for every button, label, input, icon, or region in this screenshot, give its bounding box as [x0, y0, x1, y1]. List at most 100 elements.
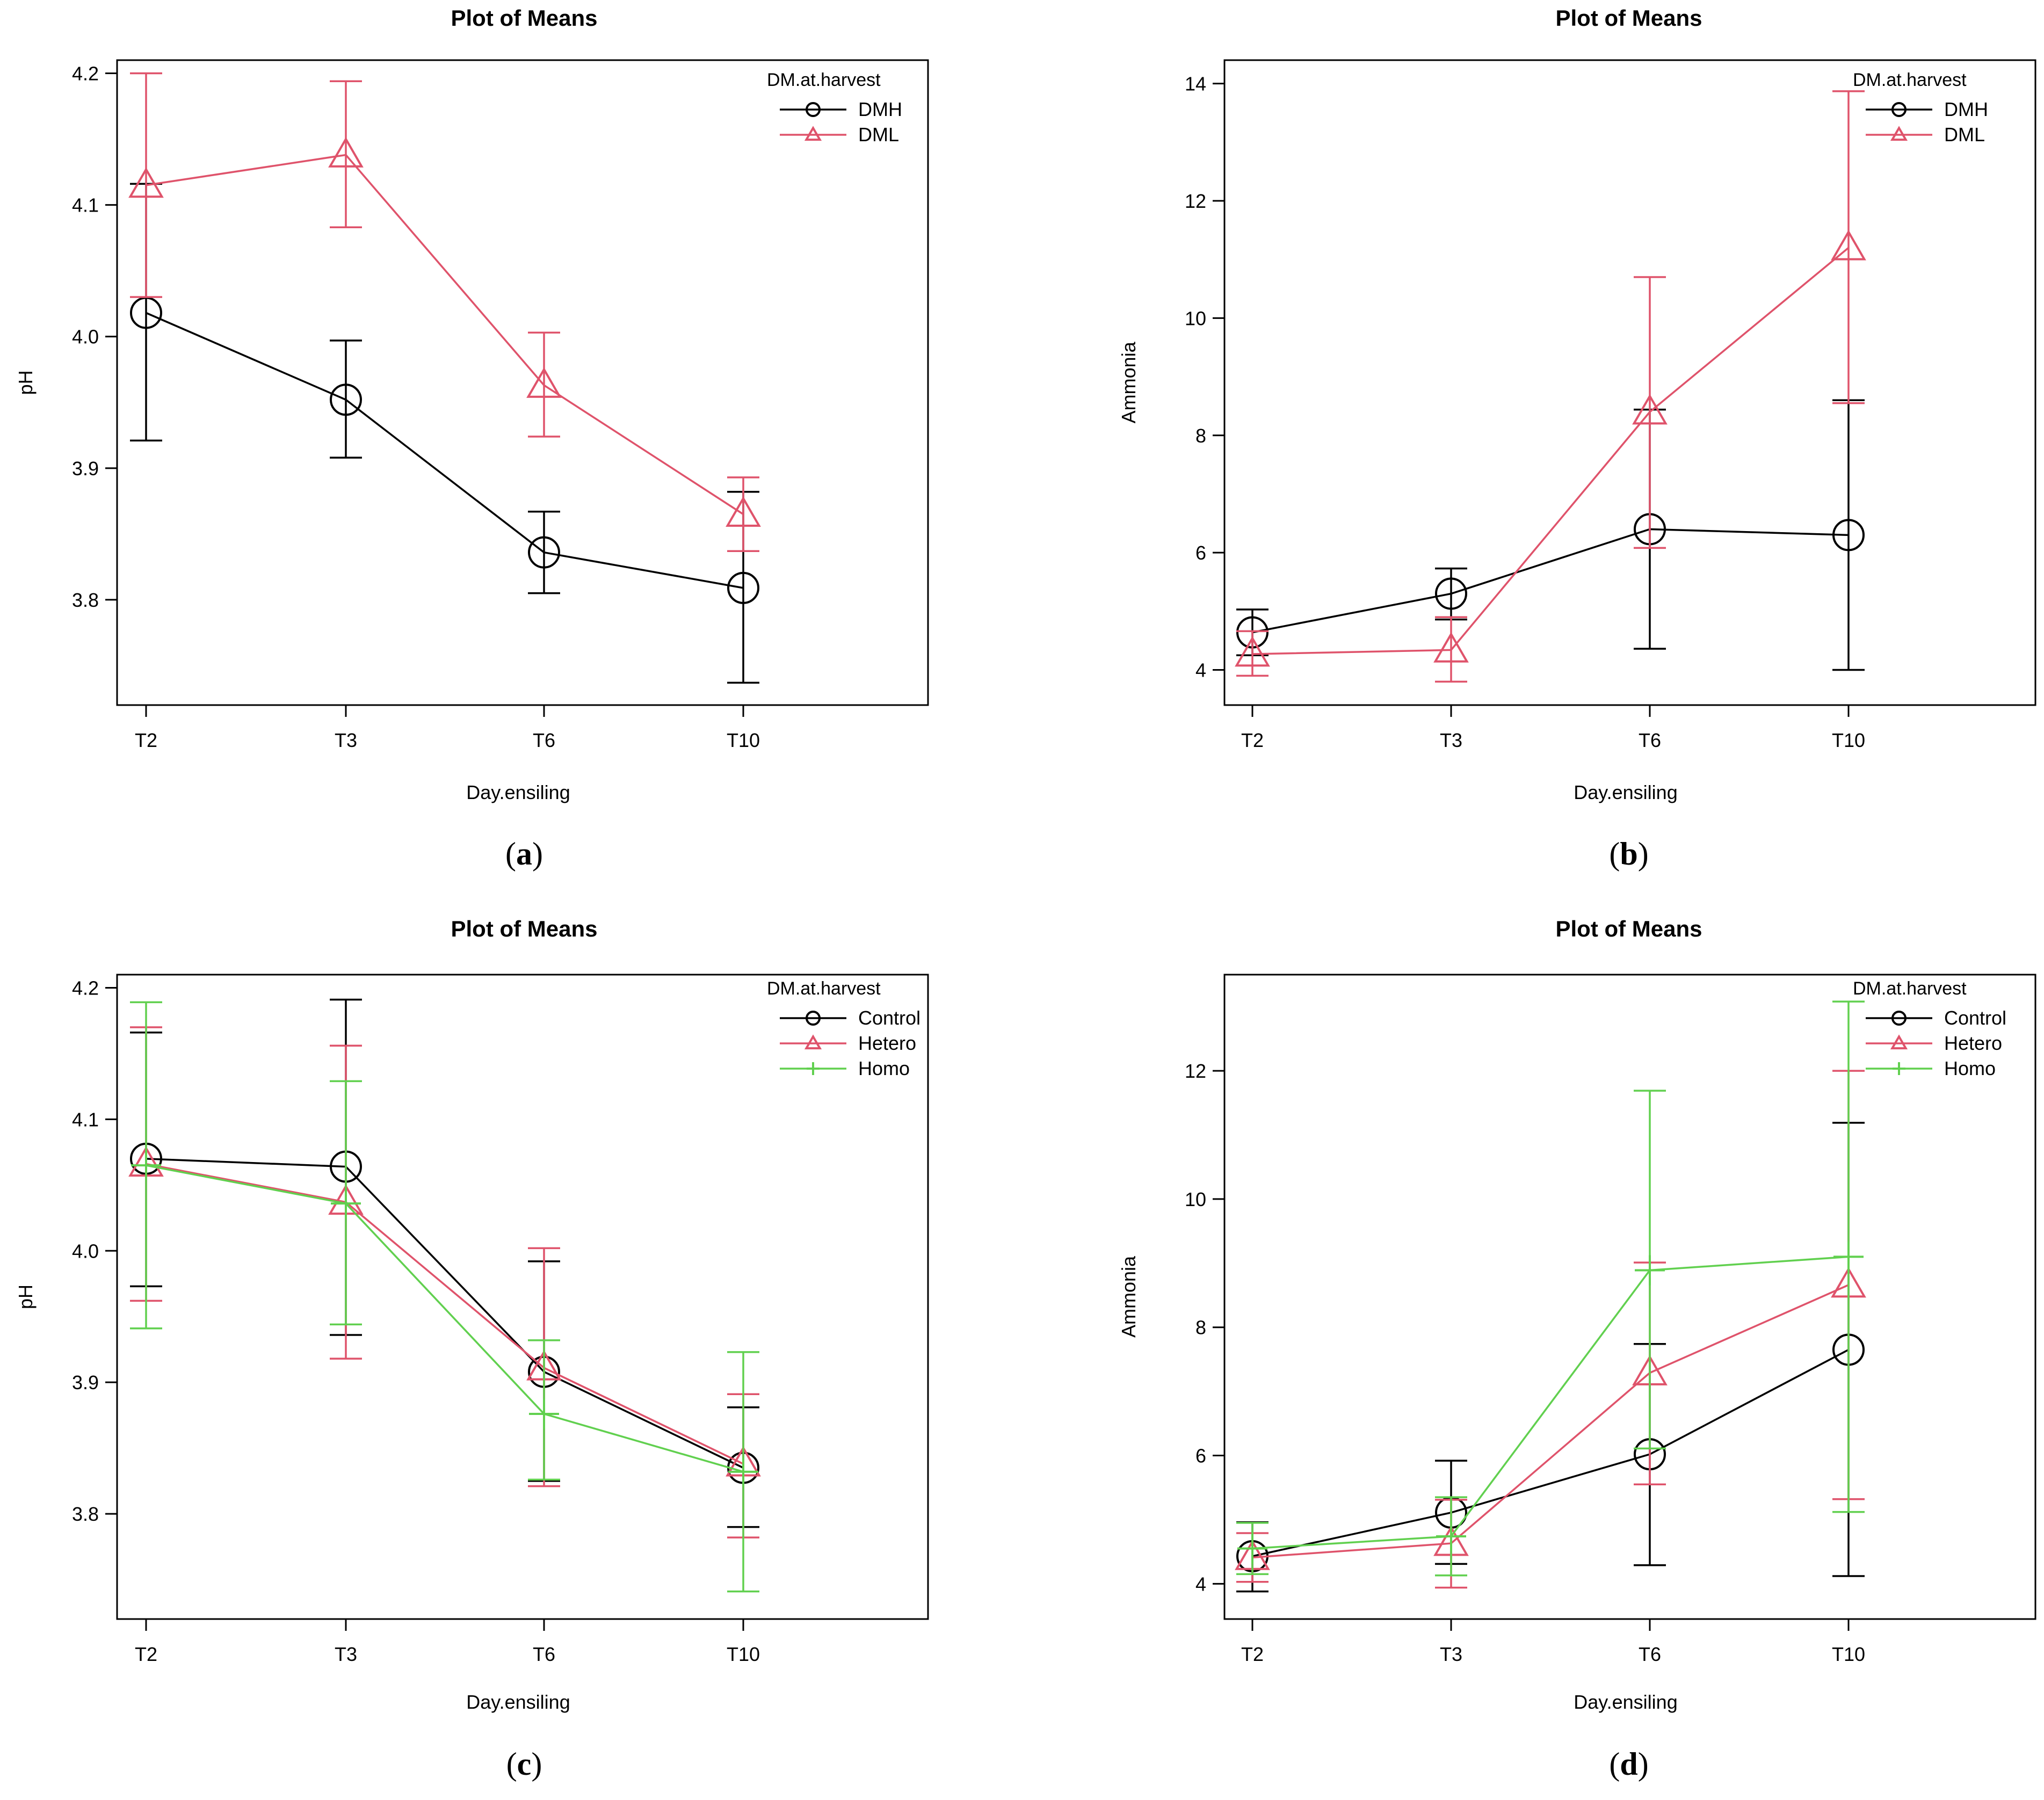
data-point [128, 167, 164, 198]
y-axis-label: Ammonia [1118, 1255, 1140, 1338]
panel-label: (d) [1609, 1746, 1648, 1782]
x-tick-label: T2 [1241, 729, 1264, 751]
x-tick-label: T6 [1639, 729, 1661, 751]
data-point [529, 1398, 559, 1429]
y-tick-label: 4.1 [72, 194, 99, 216]
data-point [726, 496, 761, 527]
series-line [146, 154, 744, 516]
y-tick-label: 6 [1195, 1445, 1206, 1467]
data-point [528, 536, 560, 569]
legend-entry-label: DMH [858, 98, 902, 120]
chart-title: Plot of Means [1555, 916, 1702, 941]
series-line [1252, 1255, 1849, 1550]
series-dml [1235, 90, 1866, 683]
y-tick-label: 3.9 [72, 1371, 99, 1393]
data-point [727, 571, 759, 604]
x-axis-label: Day.ensiling [466, 781, 570, 803]
x-tick-label: T2 [135, 729, 157, 751]
panel-label: (c) [506, 1746, 542, 1782]
x-tick-label: T3 [335, 729, 357, 751]
legend-title: DM.at.harvest [767, 70, 881, 90]
plot-frame [1223, 974, 2036, 1620]
series-line [1252, 1284, 1849, 1559]
plot-frame [1223, 59, 2036, 706]
chart-panel-c: Plot of Means 3.8 3.9 4.0 4.1 4.2 T2 T3 T6 T10 Day… [15, 916, 929, 1782]
legend-entry-label: Control [858, 1007, 920, 1029]
data-point [728, 1456, 758, 1487]
x-tick-label: T2 [1241, 1643, 1264, 1665]
panel-label-close: ) [532, 836, 543, 872]
y-axis-label: pH [15, 1284, 37, 1309]
x-tick-label: T10 [1832, 1643, 1865, 1665]
data-point [330, 383, 362, 416]
x-axis-label: Day.ensiling [466, 1691, 570, 1713]
legend-marker-triangle [1890, 1034, 1908, 1050]
y-tick-label: 8 [1195, 425, 1206, 447]
x-tick-label: T3 [1440, 1643, 1462, 1665]
plot-frame [116, 974, 929, 1620]
data-point [1436, 1521, 1466, 1551]
x-tick-label: T10 [1832, 729, 1865, 751]
y-tick-label: 4.0 [72, 326, 99, 348]
y-tick-label: 10 [1185, 307, 1206, 329]
series-line [1252, 1348, 1849, 1557]
data-point [1235, 636, 1270, 667]
legend-entry-label: Hetero [858, 1032, 916, 1054]
series-line [1252, 528, 1849, 634]
chart-title: Plot of Means [451, 916, 597, 941]
legend-marker-circle [1891, 1011, 1907, 1026]
y-tick-label: 4 [1195, 1573, 1206, 1595]
panel-label-letter: c [517, 1746, 532, 1782]
panels: Plot of Means 3.8 3.9 4.0 4.1 4.2 T2 T3 T6 T10 Day… [15, 5, 2036, 1782]
y-tick-label: 4.0 [72, 1240, 99, 1262]
y-tick-label: 3.8 [72, 1503, 99, 1525]
panel-label: (b) [1609, 836, 1648, 872]
y-tick-label: 4.2 [72, 63, 99, 85]
series-homo [1236, 1000, 1865, 1577]
series-dml [128, 72, 761, 552]
data-point [1435, 577, 1467, 610]
x-tick-label: T3 [1440, 729, 1462, 751]
chart-title: Plot of Means [1555, 5, 1702, 31]
x-tick-label: T3 [335, 1643, 357, 1665]
y-axis-label: pH [15, 370, 37, 395]
x-tick-label: T6 [1639, 1643, 1661, 1665]
x-axis-label: Day.ensiling [1574, 1691, 1677, 1713]
x-tick-label: T10 [727, 729, 760, 751]
series-homo [130, 1001, 759, 1593]
panel-label-close: ) [1638, 836, 1649, 872]
legend-marker-plus [807, 1062, 820, 1075]
legend-entry-label: DML [1944, 124, 1985, 146]
panel-label-open: ( [505, 836, 516, 872]
legend-entry-label: DML [858, 124, 899, 146]
legend-marker-circle [806, 1011, 821, 1026]
y-axis-label: Ammonia [1118, 342, 1140, 424]
data-point [131, 1150, 161, 1181]
legend-title: DM.at.harvest [767, 978, 881, 999]
x-tick-label: T6 [533, 729, 555, 751]
x-tick-label: T6 [533, 1643, 555, 1665]
series-line [146, 1158, 744, 1469]
panel-label-close: ) [531, 1746, 542, 1782]
y-tick-label: 3.8 [72, 589, 99, 611]
chart-panel-d: Plot of Means 4 6 8 10 12 T2 T3 T6 T10 Day.ensilin… [1118, 916, 2036, 1782]
panel-label-open: ( [506, 1746, 517, 1782]
y-tick-label: 4.1 [72, 1108, 99, 1130]
legend: DM.at.harvest DMH DML [1853, 70, 1988, 146]
panel-label-open: ( [1609, 836, 1620, 872]
x-tick-label: T2 [135, 1643, 157, 1665]
legend-marker-triangle [804, 1034, 822, 1050]
chart-panel-b: Plot of Means 4 6 8 10 12 14 T2 T3 T6 T10 Day.ensil… [1118, 5, 2036, 872]
chart-panel-a: Plot of Means 3.8 3.9 4.0 4.1 4.2 T2 T3 T6 T10 Day… [15, 5, 929, 872]
legend: DM.at.harvest Control Hetero Homo [767, 978, 920, 1079]
legend-marker-triangle [1890, 126, 1908, 141]
legend-entry-label: Control [1944, 1007, 2006, 1029]
panel-label-letter: a [516, 836, 532, 872]
y-tick-label: 4.2 [72, 977, 99, 999]
panel-label: (a) [505, 836, 543, 872]
x-axis-label: Day.ensiling [1574, 781, 1677, 803]
legend-marker-plus [1893, 1062, 1905, 1075]
series-line [146, 311, 744, 589]
y-tick-label: 14 [1185, 73, 1206, 95]
data-point [1832, 519, 1865, 551]
